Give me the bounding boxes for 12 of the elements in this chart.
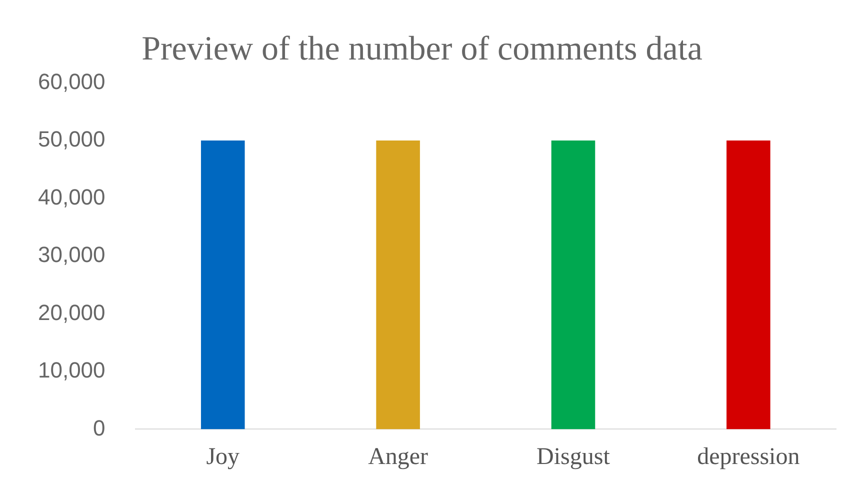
x-tick-label: Anger: [368, 444, 428, 470]
y-tick-label: 20,000: [38, 300, 106, 325]
y-tick-label: 0: [93, 415, 106, 440]
x-tick-label: depression: [697, 444, 800, 470]
chart-title: Preview of the number of comments data: [142, 30, 702, 68]
y-tick-label: 60,000: [38, 68, 106, 94]
x-tick-label: Joy: [206, 444, 240, 470]
y-tick-label: 40,000: [38, 184, 106, 210]
y-tick-label: 30,000: [38, 242, 106, 268]
y-tick-label: 50,000: [38, 126, 106, 152]
x-tick-label: Disgust: [536, 444, 610, 470]
y-tick-label: 10,000: [38, 358, 106, 383]
